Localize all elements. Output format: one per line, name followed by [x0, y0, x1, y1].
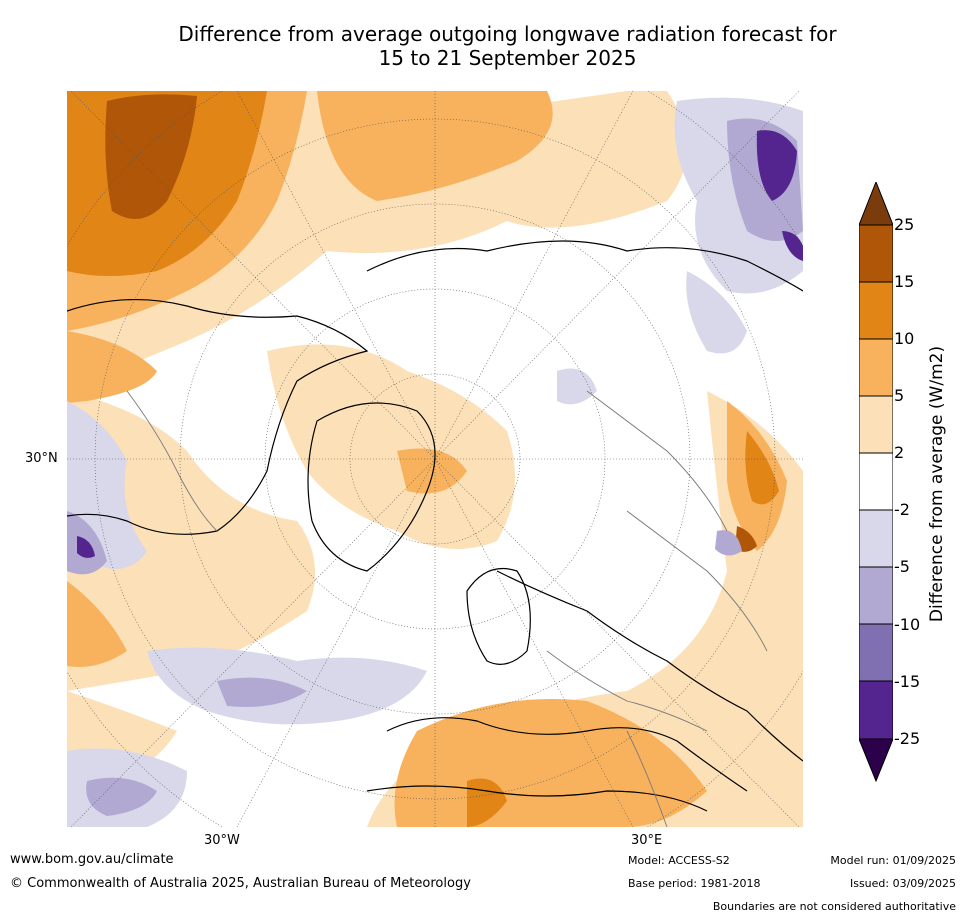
anomaly-area: [397, 448, 467, 494]
anomaly-area: [367, 391, 803, 827]
anomaly-area: [467, 778, 507, 827]
colorbar-bottom-extension: [858, 738, 894, 783]
issued-text: Issued: 03/09/2025: [849, 877, 956, 890]
anomaly-area: [67, 391, 315, 691]
map-canvas: [67, 91, 803, 827]
colorbar-band: [858, 395, 894, 454]
anomaly-area: [756, 130, 797, 201]
colorbar-band: [858, 566, 894, 625]
lon-label-30e: 30°E: [631, 833, 663, 848]
anomaly-area: [67, 331, 157, 403]
colorbar-tick: 5: [894, 386, 905, 405]
boundaries: [126, 390, 768, 827]
colorbar-band: [858, 680, 894, 740]
anomaly-area: [105, 94, 197, 219]
lon-label-30w: 30°W: [204, 833, 240, 848]
colorbar-band: [858, 452, 894, 511]
scandinavia-coast: [466, 567, 531, 665]
africa-coast: [366, 785, 708, 812]
anomaly-area: [86, 777, 157, 816]
greenland-coast: [307, 402, 436, 572]
graticule: [67, 91, 803, 827]
anomaly-area: [782, 231, 803, 261]
colorbar-top-extension: [858, 180, 894, 226]
coastlines: [67, 240, 803, 812]
colorbar-tick: -15: [894, 672, 921, 691]
colorbar-tick: -2: [894, 500, 910, 519]
colorbar-band: [858, 623, 894, 682]
anomaly-fields: [67, 91, 803, 827]
colorbar-tick: 25: [894, 215, 915, 234]
colorbar-tick: 2: [894, 443, 905, 462]
boundaries-note: Boundaries are not considered authoritat…: [712, 900, 956, 913]
colorbar-tick: 15: [894, 272, 915, 291]
copyright-text: © Commonwealth of Australia 2025, Austra…: [10, 876, 471, 891]
map-title-line1: Difference from average outgoing longwav…: [178, 22, 837, 46]
map-title-line2: 15 to 21 September 2025: [378, 46, 637, 70]
polar-anomaly-map: [67, 91, 803, 827]
anomaly-area: [715, 530, 742, 556]
website-link[interactable]: www.bom.gov.au/climate: [10, 852, 174, 867]
colorbar-tick: -10: [894, 615, 921, 634]
base-period-text: Base period: 1981-2018: [628, 877, 761, 890]
colorbar-band: [858, 338, 894, 397]
model-run-text: Model run: 01/09/2025: [830, 854, 956, 867]
anomaly-area: [557, 368, 597, 405]
eurasia-coast: [496, 570, 803, 762]
north-america-coast: [67, 298, 369, 535]
anomaly-area: [217, 677, 307, 707]
anomaly-area: [67, 581, 127, 667]
map-title: Difference from average outgoing longwav…: [100, 22, 915, 70]
anomaly-area: [686, 271, 747, 354]
anomaly-area: [745, 431, 779, 505]
lat-label-30n: 30°N: [25, 451, 58, 466]
colorbar-tick: -25: [894, 729, 921, 748]
colorbar-tick: -5: [894, 557, 910, 576]
colorbar: [858, 180, 894, 783]
colorbar-band: [858, 509, 894, 568]
mediterranean-coast: [386, 717, 748, 792]
anomaly-area: [77, 536, 95, 558]
colorbar-band: [858, 224, 894, 283]
colorbar-tick: 10: [894, 329, 915, 348]
model-text: Model: ACCESS-S2: [628, 854, 730, 867]
colorbar-label: Difference from average (W/m2): [927, 345, 947, 623]
colorbar-svg: [858, 180, 894, 783]
colorbar-band: [858, 281, 894, 340]
anomaly-area: [267, 344, 515, 549]
eurasia-coast: [366, 240, 803, 292]
